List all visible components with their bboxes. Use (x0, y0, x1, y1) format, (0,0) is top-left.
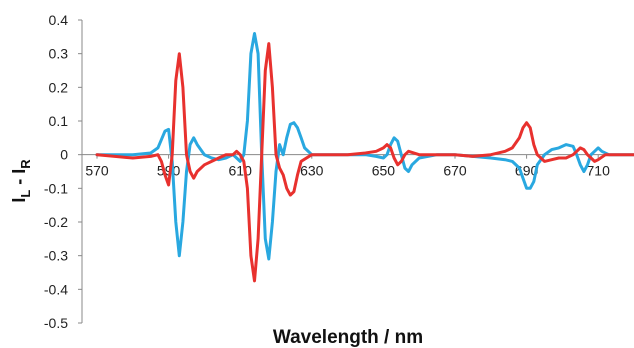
x-axis-title: Wavelength / nm (273, 327, 423, 348)
x-tick-label: 710 (587, 163, 611, 179)
y-tick-label: -0.3 (44, 248, 68, 264)
x-tick-label: 670 (443, 163, 467, 179)
y-tick-label: 0.2 (49, 79, 69, 95)
y-axis-title-main: I (9, 198, 29, 203)
y-tick-label: 0 (60, 147, 68, 163)
y-axis-title-sub-l: L (18, 190, 33, 198)
y-tick-label: -0.1 (44, 180, 68, 196)
y-axis (78, 19, 83, 324)
svg-text:IL - IR: IL - IR (9, 159, 33, 203)
y-tick-label: 0.4 (49, 12, 69, 28)
y-tick-label: -0.4 (44, 281, 68, 297)
series-line-2 (95, 42, 634, 283)
x-tick-label: 610 (229, 163, 253, 179)
series-layer (95, 32, 634, 283)
y-tick-label: 0.3 (49, 46, 69, 62)
y-axis-title-sub-r: R (18, 159, 33, 169)
y-tick-labels: 0.4 0.3 0.2 0.1 0 -0.1 -0.2 -0.3 -0.4 -0.5 (44, 12, 68, 331)
x-tick-label: 630 (300, 163, 324, 179)
x-tick-label: 650 (372, 163, 396, 179)
y-tick-label: -0.5 (44, 315, 68, 331)
x-tick-label: 570 (85, 163, 109, 179)
y-axis-title-mid: - I (9, 169, 29, 190)
y-tick-label: 0.1 (49, 113, 69, 129)
x-tick-labels: 570 590 610 630 650 670 690 710 (85, 163, 610, 179)
y-axis-title: IL - IR (9, 159, 33, 203)
y-tick-label: -0.2 (44, 214, 68, 230)
